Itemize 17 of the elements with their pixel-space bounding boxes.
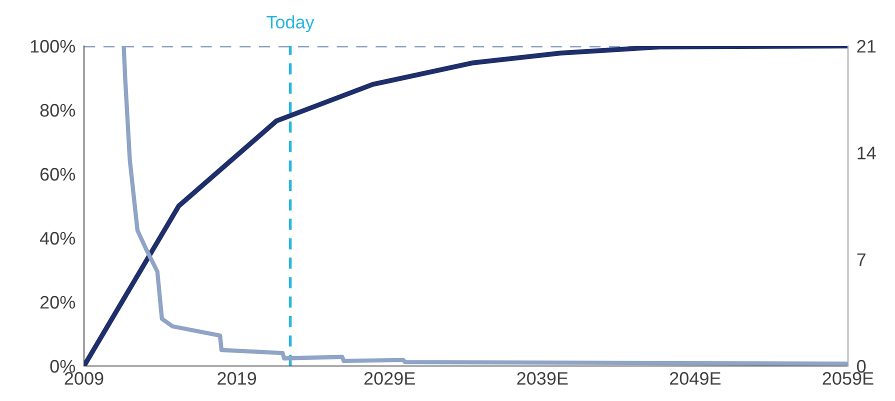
y-tick-label: 20% [40, 296, 76, 309]
x-tick-label: 2029E [364, 372, 415, 385]
y2-tick-label: 7 [857, 253, 866, 266]
y2-tick-label: 21 [857, 40, 876, 53]
x-tick-label: 2049E [670, 372, 721, 385]
y-tick-label: 100% [30, 40, 76, 53]
y-tick-label: 60% [40, 168, 76, 181]
y-tick-label: 40% [40, 232, 76, 245]
x-tick-label: 2039E [517, 372, 568, 385]
y-tick-label: 80% [40, 104, 76, 117]
y2-tick-label: 14 [858, 146, 876, 160]
x-tick-label: 2009 [64, 372, 104, 385]
y-tick-label: 0% [50, 360, 76, 373]
x-tick-label: 2019 [218, 372, 256, 385]
x-tick-label: 2059E [822, 372, 874, 385]
y2-tick-label: 0 [857, 360, 866, 373]
ref-line-label: Today [266, 15, 314, 32]
